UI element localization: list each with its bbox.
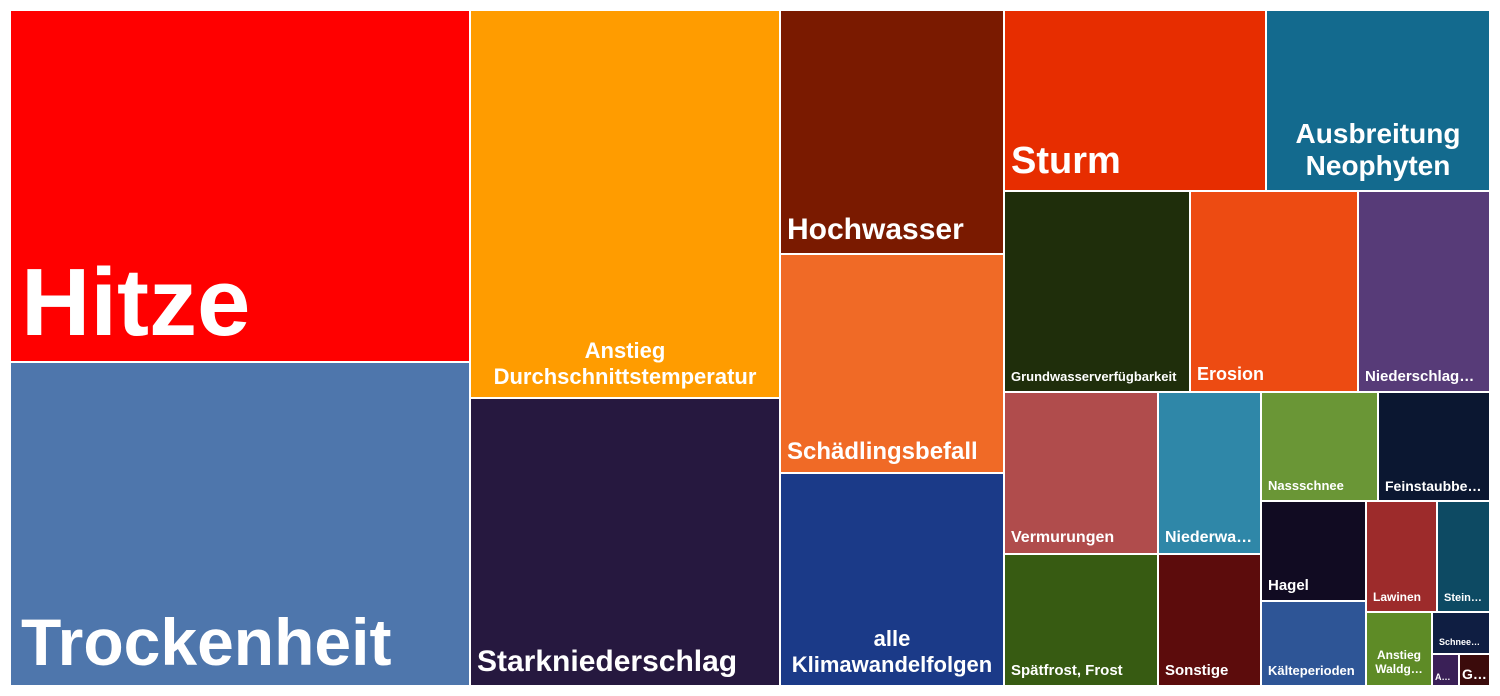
treemap-cell: Grundwasserverfügbarkeit xyxy=(1004,191,1190,392)
treemap-cell-label: Erosion xyxy=(1197,364,1265,385)
treemap-cell-label: alle Klimawandelfolgen xyxy=(791,626,993,677)
treemap-cell: Anstieg Durchschnittstemperatur xyxy=(470,10,780,398)
treemap-cell-label: Trockenheit xyxy=(21,609,392,675)
treemap-cell-label: Sturm xyxy=(1011,140,1121,183)
treemap-cell-label: Starkniederschlag xyxy=(477,644,738,678)
treemap-cell: Ausbreitung Neophyten xyxy=(1266,10,1490,191)
treemap-cell: Spätfrost, Frost xyxy=(1004,554,1158,686)
treemap-cell: Sonstige xyxy=(1158,554,1261,686)
treemap-cell: Anstieg Waldg… xyxy=(1366,612,1432,686)
treemap-cell: Stein… xyxy=(1437,501,1490,612)
treemap-cell-label: Sonstige xyxy=(1165,661,1229,679)
treemap-cell-label: Anstieg Waldg… xyxy=(1375,649,1423,677)
treemap-cell-label: Ausbreitung Neophyten xyxy=(1295,117,1461,181)
treemap-cell-label: Anstieg Durchschnittstemperatur xyxy=(493,338,757,389)
treemap-cell: Lawinen xyxy=(1366,501,1437,612)
treemap-cell: Hagel xyxy=(1261,501,1366,601)
treemap-cell: Starkniederschlag xyxy=(470,398,780,686)
treemap-cell-label: Nassschnee xyxy=(1268,479,1344,494)
treemap-cell: Schädlingsbefall xyxy=(780,254,1004,473)
treemap-cell: Niederwa… xyxy=(1158,392,1261,554)
treemap-cell-label: Schneesi… xyxy=(1439,636,1483,647)
treemap-cell-label: Niederwa… xyxy=(1165,528,1253,546)
treemap-cell: alle Klimawandelfolgen xyxy=(780,473,1004,686)
treemap-cell: Schneesi… xyxy=(1432,612,1490,654)
treemap-cell: A… xyxy=(1432,654,1459,686)
treemap-cell-label: A… xyxy=(1435,671,1451,682)
treemap-cell-label: Stein… xyxy=(1444,592,1482,605)
treemap-cell: Feinstaubbe… xyxy=(1378,392,1490,501)
treemap-cell-label: Hitze xyxy=(21,255,251,351)
treemap-cell-label: Vermurungen xyxy=(1011,528,1115,546)
treemap-cell-label: Kälteperioden xyxy=(1268,664,1355,679)
treemap-cell: Nassschnee xyxy=(1261,392,1378,501)
treemap-cell-label: Hagel xyxy=(1268,576,1309,594)
treemap-cell-label: Hochwasser xyxy=(787,212,964,246)
treemap-cell: Trockenheit xyxy=(10,362,470,686)
treemap-cell: Niederschlag… xyxy=(1358,191,1490,392)
treemap-cell: Kälteperioden xyxy=(1261,601,1366,686)
treemap-cell-label: Grundwasserverfügbarkeit xyxy=(1011,370,1177,385)
treemap-cell: Vermurungen xyxy=(1004,392,1158,554)
treemap-cell-label: Schädlingsbefall xyxy=(787,438,978,466)
treemap-cell-label: G… xyxy=(1462,665,1487,682)
treemap-cell: Hochwasser xyxy=(780,10,1004,254)
treemap-cell-label: Spätfrost, Frost xyxy=(1011,661,1123,679)
treemap-cell: Hitze xyxy=(10,10,470,362)
treemap-cell: Erosion xyxy=(1190,191,1358,392)
treemap-cell-label: Lawinen xyxy=(1373,591,1422,605)
treemap-cell-label: Feinstaubbe… xyxy=(1385,477,1482,494)
treemap-cell: Sturm xyxy=(1004,10,1266,191)
treemap-cell: G… xyxy=(1459,654,1490,686)
treemap-cell-label: Niederschlag… xyxy=(1365,367,1475,385)
